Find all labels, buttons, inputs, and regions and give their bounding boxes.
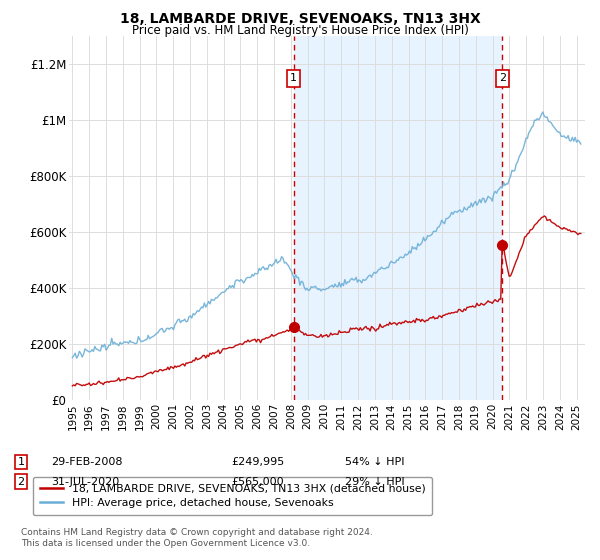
Text: 18, LAMBARDE DRIVE, SEVENOAKS, TN13 3HX: 18, LAMBARDE DRIVE, SEVENOAKS, TN13 3HX (119, 12, 481, 26)
Text: 31-JUL-2020: 31-JUL-2020 (51, 477, 119, 487)
Legend: 18, LAMBARDE DRIVE, SEVENOAKS, TN13 3HX (detached house), HPI: Average price, de: 18, LAMBARDE DRIVE, SEVENOAKS, TN13 3HX … (33, 477, 433, 515)
Text: Contains HM Land Registry data © Crown copyright and database right 2024.
This d: Contains HM Land Registry data © Crown c… (21, 528, 373, 548)
Text: £249,995: £249,995 (231, 457, 284, 467)
Text: £565,000: £565,000 (231, 477, 284, 487)
Text: 29% ↓ HPI: 29% ↓ HPI (345, 477, 404, 487)
Text: 2: 2 (17, 477, 25, 487)
Text: 29-FEB-2008: 29-FEB-2008 (51, 457, 122, 467)
Text: Price paid vs. HM Land Registry's House Price Index (HPI): Price paid vs. HM Land Registry's House … (131, 24, 469, 36)
Text: 54% ↓ HPI: 54% ↓ HPI (345, 457, 404, 467)
Text: 2: 2 (499, 73, 506, 83)
Text: 1: 1 (17, 457, 25, 467)
Bar (293, 36, 502, 400)
Text: 1: 1 (290, 73, 297, 83)
